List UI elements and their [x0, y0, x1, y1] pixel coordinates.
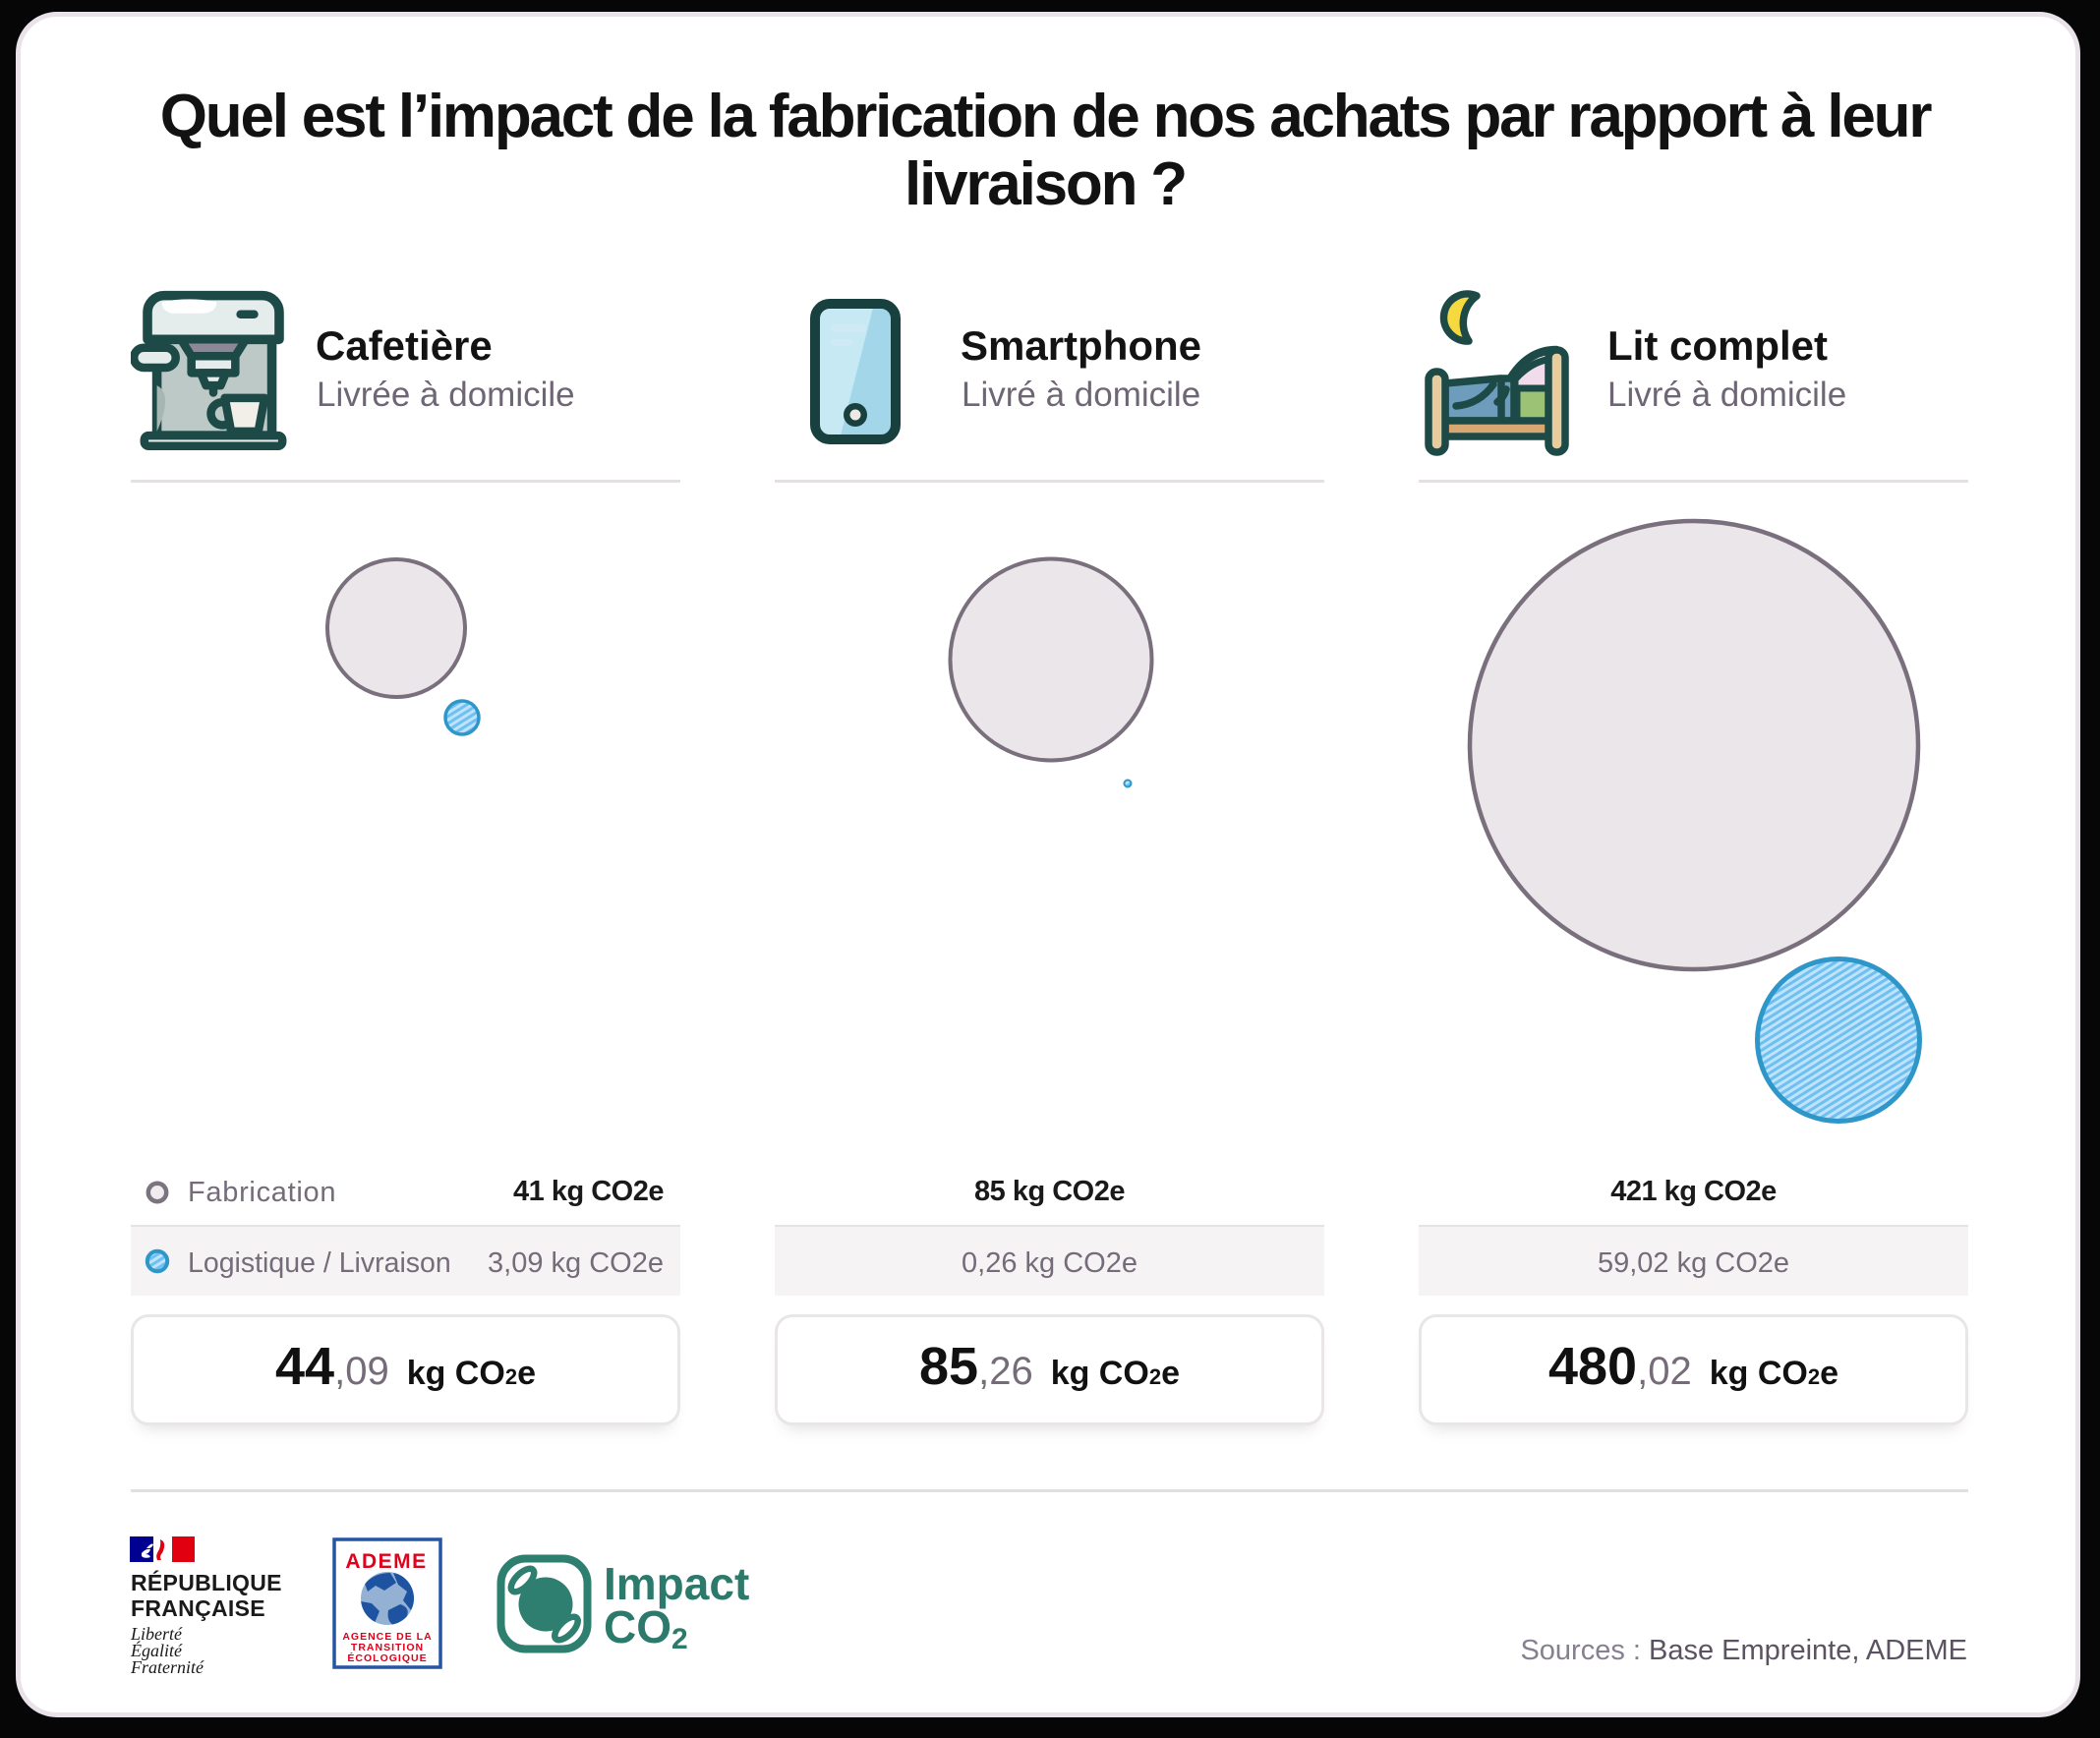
- svg-text:AGENCE DE LA: AGENCE DE LA: [342, 1631, 432, 1643]
- svg-text:TRANSITION: TRANSITION: [351, 1642, 424, 1653]
- svg-text:ADEME: ADEME: [345, 1550, 427, 1573]
- svg-text:ÉCOLOGIQUE: ÉCOLOGIQUE: [347, 1651, 427, 1664]
